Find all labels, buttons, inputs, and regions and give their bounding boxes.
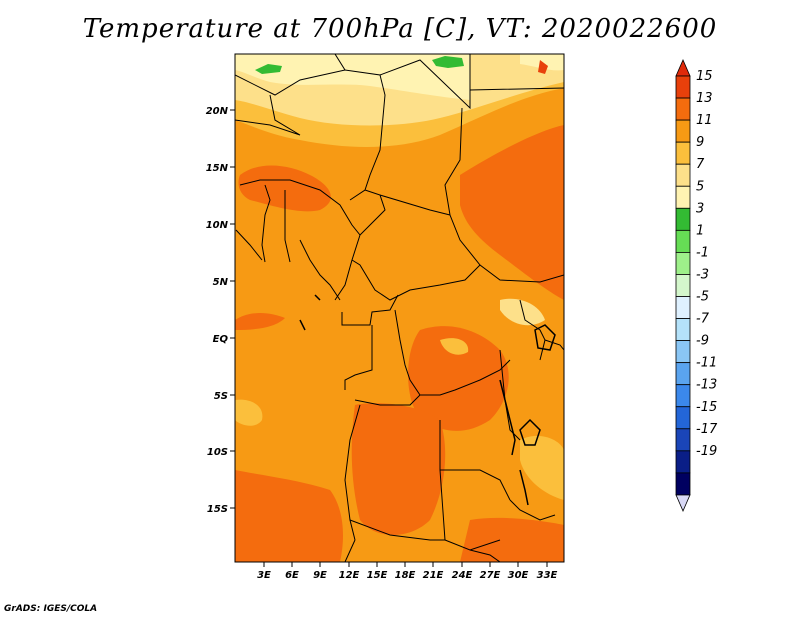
shade-11-13-gulf (235, 313, 285, 330)
lon-label-6e: 6E (285, 570, 299, 581)
colorbar-label: -15 (696, 400, 717, 415)
country-borders (235, 54, 564, 562)
colorbar-label: 15 (696, 69, 713, 84)
colorbar-swatch (675, 274, 691, 297)
colorbar-label: -13 (696, 378, 717, 393)
lat-label-15n: 15N (206, 163, 229, 174)
lat-label-5n: 5N (213, 277, 229, 288)
shade-11-13-south (460, 517, 564, 562)
latitude-axis: 20N 15N 10N 5N EQ 5S 10S 15S (206, 106, 235, 515)
colorbar-swatch (675, 340, 691, 364)
colorbar: 15 13 11 9 7 5 3 1 -1 -3 -5 -7 -9 -11 -13 -15 -17 -19 (675, 59, 718, 512)
colorbar-swatch (675, 207, 691, 231)
colorbar-swatch (675, 119, 691, 143)
shade-11-13-sahel-west (238, 165, 331, 212)
lon-label-3e: 3E (257, 570, 271, 581)
colorbar-label: 5 (696, 179, 704, 194)
lon-label-12e: 12E (339, 570, 360, 581)
shade-7-9-atlantic (235, 399, 263, 426)
colorbar-label: 1 (696, 223, 704, 238)
lon-label-15e: 15E (367, 570, 388, 581)
colorbar-label: 9 (696, 135, 704, 150)
colorbar-swatch (675, 450, 691, 474)
shade-7-9-interior (440, 338, 469, 355)
colorbar-swatch (675, 185, 691, 209)
colorbar-label: -17 (696, 422, 718, 437)
grads-credit: GrADS: IGES/COLA (4, 604, 98, 614)
colorbar-label: 11 (696, 113, 713, 128)
colorbar-label: -7 (696, 312, 710, 327)
colorbar-swatch (675, 229, 691, 253)
lon-label-21e: 21E (423, 570, 444, 581)
colorbar-bottom-triangle (675, 494, 691, 512)
colorbar-top-triangle (675, 59, 691, 77)
shade-7-9-eastafrica (520, 435, 564, 500)
longitude-axis: 3E 6E 9E 12E 15E 18E 21E 24E 27E 30E 33E (257, 562, 558, 581)
colorbar-label: -1 (696, 245, 709, 260)
shade-1-3-west (255, 64, 282, 74)
shade-3-5-north (235, 54, 470, 100)
colorbar-swatch (675, 97, 691, 121)
colorbar-swatch (675, 428, 691, 452)
shade-13-15-spot (538, 60, 548, 74)
colorbar-swatch (675, 384, 691, 408)
lon-label-24e: 24E (452, 570, 473, 581)
temperature-field (235, 54, 564, 562)
lat-label-20n: 20N (206, 106, 229, 117)
colorbar-swatch (675, 296, 691, 319)
colorbar-label: -19 (696, 444, 717, 459)
lon-label-27e: 27E (480, 570, 501, 581)
colorbar-swatch (675, 472, 691, 496)
lon-label-9e: 9E (313, 570, 327, 581)
shade-11-13-angola (351, 403, 446, 535)
shade-1-3-central (432, 56, 464, 68)
colorbar-label: -9 (696, 334, 709, 349)
colorbar-label: 7 (696, 157, 705, 172)
lat-label-eq: EQ (213, 334, 229, 345)
lon-label-33e: 33E (537, 570, 558, 581)
shade-11-13-southwest (235, 470, 343, 562)
colorbar-swatch (675, 251, 691, 275)
map-title: Temperature at 700hPa [C], VT: 202002260… (82, 14, 718, 44)
colorbar-label: -5 (696, 290, 709, 305)
map-frame (234, 53, 565, 563)
colorbar-label: -11 (696, 356, 717, 371)
colorbar-swatch (675, 141, 691, 165)
lat-label-10s: 10S (207, 447, 228, 458)
colorbar-label: -3 (696, 267, 709, 282)
colorbar-swatch (675, 318, 691, 341)
lon-label-30e: 30E (508, 570, 529, 581)
colorbar-swatch (675, 406, 691, 430)
colorbar-swatch (675, 163, 691, 187)
colorbar-label: 13 (696, 91, 713, 106)
colorbar-swatch (675, 362, 691, 386)
lat-label-15s: 15S (207, 504, 228, 515)
colorbar-swatch (675, 75, 691, 99)
colorbar-label: 3 (696, 201, 704, 216)
lake-outlines (299, 294, 556, 506)
lat-label-10n: 10N (206, 220, 229, 231)
shade-11-13-congo (408, 326, 509, 431)
lon-label-18e: 18E (395, 570, 416, 581)
lat-label-5s: 5S (214, 391, 228, 402)
shade-11-13-east (460, 125, 564, 300)
